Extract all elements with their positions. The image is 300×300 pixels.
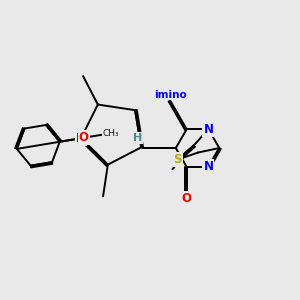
Text: N: N (203, 123, 213, 136)
Text: CH₃: CH₃ (102, 129, 119, 138)
Text: H: H (133, 133, 142, 143)
Text: N: N (76, 132, 86, 145)
Text: O: O (79, 131, 89, 144)
Text: O: O (182, 192, 192, 205)
Text: imino: imino (154, 90, 187, 100)
Text: N: N (203, 160, 213, 173)
Text: S: S (173, 153, 182, 166)
